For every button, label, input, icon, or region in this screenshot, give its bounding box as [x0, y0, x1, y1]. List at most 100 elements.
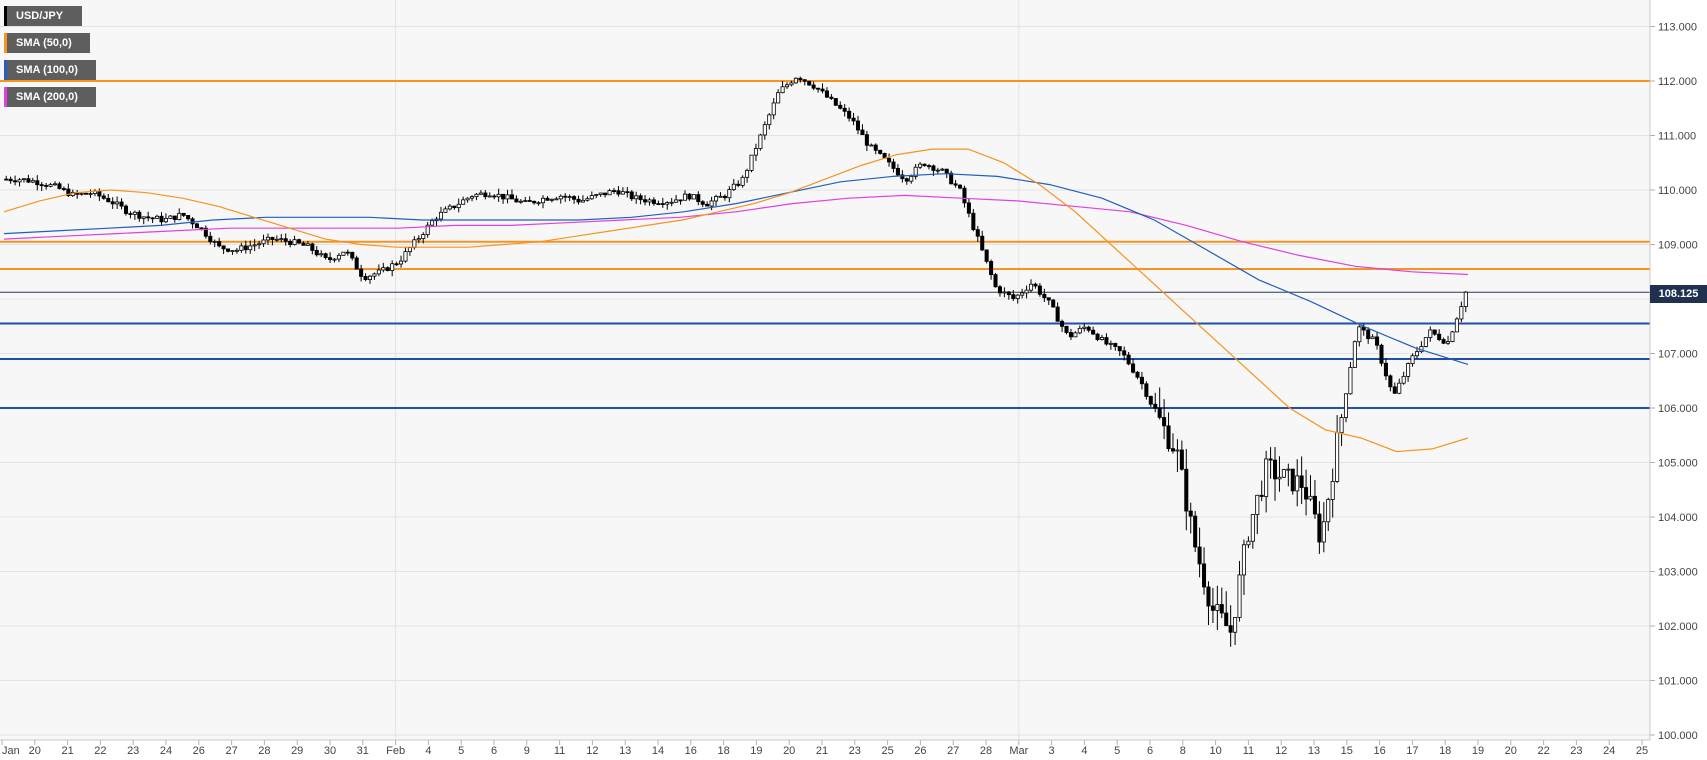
x-tick-label: 28	[258, 745, 270, 757]
candle-body	[598, 192, 603, 195]
candle-body	[1091, 329, 1096, 335]
candle-body	[549, 198, 554, 201]
x-tick-label: 6	[491, 745, 497, 757]
moving-averages	[3, 148, 1469, 453]
candle-body	[1330, 481, 1335, 500]
candle-body	[407, 247, 412, 253]
candle-body	[226, 248, 231, 252]
candle-body	[1219, 604, 1224, 614]
candle-body	[1410, 355, 1415, 364]
candle-body	[1321, 521, 1326, 543]
candle-body	[177, 212, 182, 220]
candle-body	[155, 215, 160, 219]
candle-body	[234, 249, 239, 252]
y-tick-label: 109.000	[1658, 240, 1698, 252]
legend-sma-50[interactable]: SMA (50,0)	[4, 33, 90, 53]
x-tick-label: 10	[1209, 745, 1221, 757]
y-tick-label: 107.000	[1658, 349, 1698, 361]
candle-body	[523, 200, 528, 202]
candle-body	[718, 195, 723, 198]
candle-body	[785, 84, 790, 88]
candle-body	[811, 84, 816, 89]
candle-body	[21, 178, 26, 181]
candle-body	[860, 129, 865, 136]
candle-body	[669, 201, 674, 204]
candle-body	[1055, 306, 1060, 322]
candle-body	[430, 220, 435, 226]
legend-sma-200[interactable]: SMA (200,0)	[4, 87, 96, 107]
candle-body	[1237, 574, 1242, 618]
candle-body	[798, 77, 803, 81]
candle-body	[762, 124, 767, 136]
candle-body	[1162, 417, 1167, 427]
candle-body	[292, 239, 297, 245]
candle-body	[1437, 333, 1442, 340]
candle-body	[824, 90, 829, 98]
candle-body	[1095, 333, 1100, 341]
candle-body	[638, 195, 643, 201]
candle-body	[39, 184, 44, 187]
candle-body	[84, 192, 89, 195]
candle-body	[842, 107, 847, 112]
candle-body	[443, 208, 448, 213]
x-tick-label: 20	[1505, 745, 1517, 757]
candle-body	[483, 192, 488, 198]
candle-body	[1233, 617, 1238, 633]
candle-body	[412, 239, 417, 249]
x-tick-label: 20	[783, 745, 795, 757]
candle-body	[589, 195, 594, 200]
x-tick-label: 21	[61, 745, 73, 757]
candle-body	[1002, 291, 1007, 294]
candle-body	[48, 184, 53, 187]
x-tick-label: 20	[29, 745, 41, 757]
candle-body	[128, 213, 133, 215]
candle-body	[1175, 449, 1180, 452]
candle-body	[1414, 351, 1420, 357]
candle-body	[1343, 393, 1349, 418]
candle-body	[855, 120, 861, 131]
candle-body	[625, 191, 630, 194]
candle-body	[274, 238, 279, 241]
candle-body	[643, 199, 648, 203]
candle-body	[1202, 563, 1207, 588]
candle-body	[962, 187, 967, 204]
candle-body	[1259, 494, 1264, 497]
candle-body	[727, 189, 732, 199]
candle-body	[159, 215, 164, 223]
legend-swatch	[4, 6, 7, 26]
candle-body	[944, 168, 949, 174]
candle-body	[691, 194, 696, 200]
x-tick-label: 22	[94, 745, 106, 757]
x-tick-label: 11	[554, 745, 565, 757]
candle-body	[878, 149, 883, 154]
legend-sma-100[interactable]: SMA (100,0)	[4, 60, 96, 80]
candle-body	[1312, 495, 1317, 515]
candle-body	[265, 236, 270, 241]
candle-body	[119, 201, 124, 207]
candle-body	[935, 169, 940, 172]
candle-body	[1308, 495, 1313, 500]
candle-body	[248, 245, 253, 251]
y-tick-label: 110.000	[1658, 185, 1697, 197]
candle-body	[891, 161, 896, 169]
candle-body	[88, 193, 93, 195]
candle-body	[851, 117, 856, 122]
x-tick-label: 13	[619, 745, 631, 757]
legend-usdjpy[interactable]: USD/JPY	[4, 6, 82, 26]
candle-body	[509, 194, 514, 200]
candle-body	[629, 191, 634, 200]
candle-body	[17, 179, 22, 183]
x-tick-label: 23	[849, 745, 861, 757]
x-tick-label: 18	[1439, 745, 1451, 757]
candle-body	[465, 197, 470, 201]
y-tick-label: 105.000	[1658, 458, 1698, 470]
candle-body	[363, 276, 368, 280]
x-tick-label: 23	[127, 745, 139, 757]
candle-body	[230, 250, 235, 252]
candle-body	[816, 87, 821, 90]
candle-body	[501, 193, 506, 200]
candle-body	[1304, 487, 1309, 500]
candle-body	[1020, 292, 1025, 296]
candle-body	[682, 193, 688, 201]
